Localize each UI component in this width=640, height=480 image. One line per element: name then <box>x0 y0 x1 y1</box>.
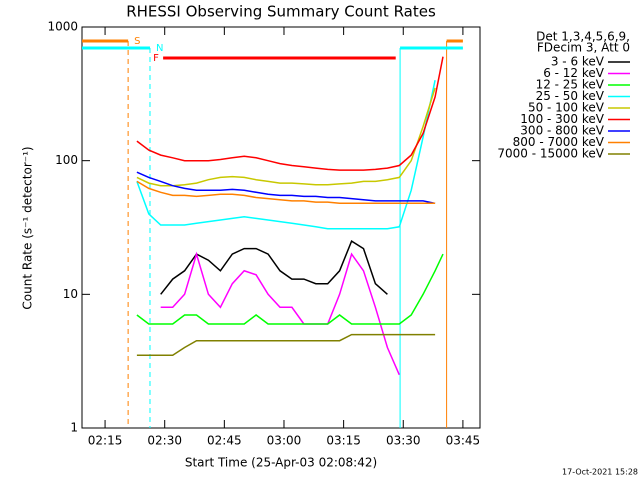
series-line <box>136 87 436 187</box>
x-tick-label: 03:15 <box>326 434 361 448</box>
legend-label: 7000 - 15000 keV <box>497 147 604 161</box>
x-tick-label: 03:00 <box>267 434 302 448</box>
flag-label: F <box>153 53 159 64</box>
legend-label: 50 - 100 keV <box>528 101 605 115</box>
x-tick-label: 03:45 <box>446 434 481 448</box>
series-line <box>160 251 400 376</box>
legend-label: 25 - 50 keV <box>536 89 605 103</box>
series-line <box>136 333 436 357</box>
legend-header: FDecim 3, Att 0 <box>537 41 630 55</box>
legend-header: Det 1,3,4,5,6,9, <box>536 30 630 44</box>
series-line <box>160 239 388 295</box>
x-tick-label: 02:30 <box>147 434 182 448</box>
y-tick-label: 100 <box>55 153 78 167</box>
legend-label: 6 - 12 keV <box>543 66 605 80</box>
x-tick-label: 03:30 <box>386 434 421 448</box>
y-tick-label: 10 <box>63 287 78 301</box>
chart-title: RHESSI Observing Summary Count Rates <box>126 3 436 21</box>
legend-label: 3 - 6 keV <box>551 55 605 69</box>
legend-label: 300 - 800 keV <box>520 124 604 138</box>
y-tick-label: 1000 <box>47 20 78 34</box>
x-axis-label: Start Time (25-Apr-03 02:08:42) <box>185 456 377 470</box>
flag-label: N <box>156 43 163 54</box>
legend-label: 12 - 25 keV <box>536 78 605 92</box>
x-tick-label: 02:45 <box>207 434 242 448</box>
legend-label: 100 - 300 keV <box>520 112 604 126</box>
series-line <box>136 171 436 205</box>
flag-label: S <box>134 36 140 47</box>
footer: 17-Oct-2021 15:28 <box>562 468 638 477</box>
series-line <box>136 56 444 171</box>
y-tick-label: 1 <box>70 421 78 435</box>
series-line <box>136 180 436 205</box>
y-axis-label: Count Rate (s⁻¹ detector⁻¹) <box>21 146 35 309</box>
series-line <box>136 253 444 325</box>
plot-frame <box>81 26 481 429</box>
series-line <box>136 80 436 230</box>
legend-label: 800 - 7000 keV <box>513 135 605 149</box>
x-tick-label: 02:15 <box>88 434 123 448</box>
